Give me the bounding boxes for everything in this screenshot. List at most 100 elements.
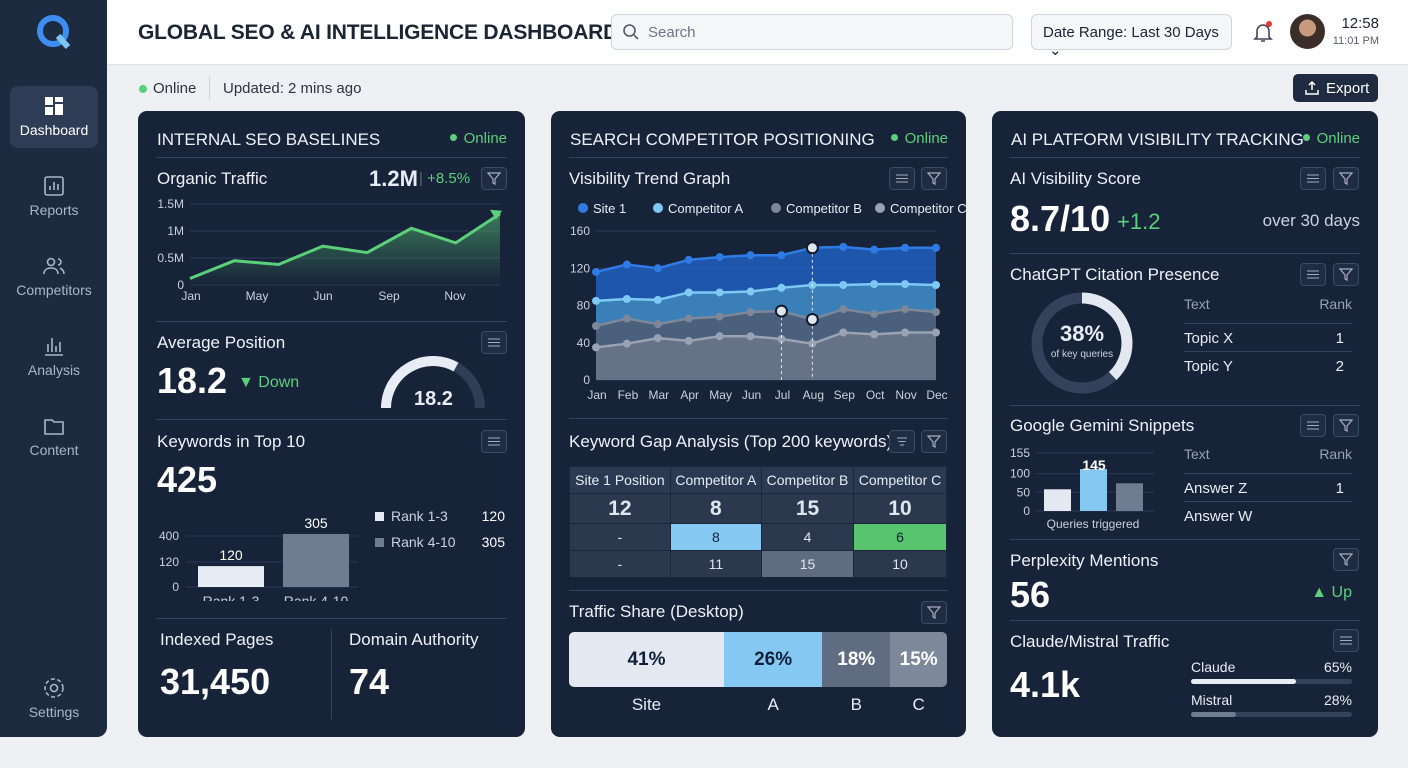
bell-icon[interactable] bbox=[1251, 20, 1275, 44]
settings-button[interactable] bbox=[889, 167, 915, 190]
table-row: Answer W bbox=[1184, 502, 1352, 530]
y-tick-label: 120 bbox=[159, 555, 179, 569]
table-row: -11 15 10 bbox=[569, 550, 947, 578]
settings-button[interactable] bbox=[1333, 629, 1359, 652]
x-tick-label: Feb bbox=[618, 388, 639, 402]
table-cell: 15 bbox=[760, 493, 855, 524]
online-badge: Online bbox=[450, 130, 507, 147]
share-label: Site bbox=[631, 695, 662, 714]
legend-label: Competitor A bbox=[668, 201, 743, 216]
sidebar-item-analysis[interactable]: Analysis bbox=[10, 326, 98, 388]
x-tick-label: Sep bbox=[834, 388, 856, 402]
date-range-dropdown[interactable]: Date Range: Last 30 Days ⌄ bbox=[1031, 14, 1232, 59]
y-tick-label: 1M bbox=[167, 224, 184, 238]
bar-chart-icon bbox=[45, 338, 63, 356]
legend-item: Rank 1-3 120 bbox=[375, 508, 505, 524]
perplexity-trend: ▲ Up bbox=[1311, 584, 1352, 601]
table-row: 12 8 15 10 bbox=[569, 493, 947, 524]
legend-label: Competitor C bbox=[890, 201, 966, 216]
filter-icon bbox=[1339, 553, 1353, 566]
avg-position-trend: ▼ Down bbox=[238, 374, 300, 391]
export-button[interactable]: Export bbox=[1293, 74, 1378, 102]
filter-icon bbox=[927, 172, 941, 185]
filter-button[interactable] bbox=[481, 167, 507, 190]
card-title: INTERNAL SEO BASELINES bbox=[157, 130, 381, 149]
settings-button[interactable] bbox=[1300, 414, 1326, 437]
table-cell: Answer Z bbox=[1184, 480, 1248, 497]
series-line bbox=[595, 331, 936, 349]
gemini-bar-chart: 0 50 100 155 145 Queries triggered bbox=[1010, 446, 1154, 531]
settings-button[interactable] bbox=[481, 430, 507, 453]
x-tick-label: Jan bbox=[181, 289, 200, 303]
organic-traffic-value: 1.2M bbox=[369, 166, 418, 191]
series-line bbox=[595, 245, 936, 274]
legend-marker bbox=[875, 203, 885, 213]
search-input[interactable]: Search bbox=[611, 14, 1013, 50]
filter-icon bbox=[1339, 268, 1353, 281]
settings-button[interactable] bbox=[481, 331, 507, 354]
x-tick-label: Rank 4-10 bbox=[284, 593, 349, 601]
x-tick-label: Aug bbox=[803, 388, 824, 402]
table-cell: - bbox=[569, 550, 671, 578]
legend-label: Site 1 bbox=[593, 201, 626, 216]
data-point bbox=[839, 305, 848, 314]
claude-mistral-value: 4.1k bbox=[1010, 664, 1081, 705]
competitor-card: SEARCH COMPETITOR POSITIONING Online Vis… bbox=[551, 111, 966, 737]
filter-button[interactable] bbox=[1333, 263, 1359, 286]
clock-sub: 11:01 PM bbox=[1332, 35, 1379, 47]
sidebar-item-settings[interactable]: Settings bbox=[10, 668, 98, 730]
table-cell: 8 bbox=[669, 493, 762, 524]
legend-item: Rank 4-10 305 bbox=[375, 534, 505, 550]
users-icon bbox=[43, 257, 65, 275]
filter-button[interactable] bbox=[921, 601, 947, 624]
avatar[interactable] bbox=[1290, 14, 1325, 49]
sidebar-item-content[interactable]: Content bbox=[10, 406, 98, 468]
settings-button[interactable] bbox=[889, 430, 915, 453]
chatgpt-donut bbox=[1031, 292, 1133, 394]
page-title: GLOBAL SEO & AI INTELLIGENCE DASHBOARD bbox=[138, 21, 619, 44]
filter-button[interactable] bbox=[1333, 167, 1359, 190]
filter-button[interactable] bbox=[1333, 414, 1359, 437]
filter-button[interactable] bbox=[1333, 548, 1359, 571]
filter-button[interactable] bbox=[921, 430, 947, 453]
x-tick-label: Apr bbox=[680, 388, 699, 402]
data-point bbox=[592, 296, 600, 305]
data-point bbox=[684, 314, 693, 323]
arrow-head bbox=[490, 209, 502, 220]
sidebar-item-reports[interactable]: Reports bbox=[10, 166, 98, 228]
date-range-label: Date Range: Last 30 Days bbox=[1043, 24, 1219, 41]
filter-icon bbox=[927, 606, 941, 619]
q-logo-icon bbox=[37, 15, 71, 50]
bar bbox=[1044, 489, 1071, 511]
y-tick-label: 0 bbox=[177, 278, 184, 292]
sidebar-item-label: Analysis bbox=[27, 362, 81, 378]
online-badge: Online bbox=[1303, 130, 1360, 147]
data-point bbox=[715, 332, 724, 341]
data-point bbox=[715, 288, 724, 297]
sidebar-item-competitors[interactable]: Competitors bbox=[10, 246, 98, 308]
data-point bbox=[870, 245, 879, 254]
table-cell: 11 bbox=[669, 550, 762, 578]
perplexity-value: 56 bbox=[1010, 574, 1051, 615]
internal-seo-card: INTERNAL SEO BASELINES Online Organic Tr… bbox=[138, 111, 525, 737]
data-point bbox=[901, 243, 910, 252]
settings-button[interactable] bbox=[1300, 263, 1326, 286]
gauge-value: 18.2 bbox=[414, 388, 453, 410]
share-label: C bbox=[912, 695, 925, 714]
traffic-share-title: Traffic Share (Desktop) bbox=[569, 602, 744, 621]
filter-button[interactable] bbox=[921, 167, 947, 190]
keywords-value: 425 bbox=[157, 459, 218, 500]
settings-button[interactable] bbox=[1300, 167, 1326, 190]
indexed-pages-label: Indexed Pages bbox=[160, 630, 274, 649]
y-tick-label: 0 bbox=[1023, 504, 1030, 518]
sidebar-item-dashboard[interactable]: Dashboard bbox=[10, 86, 98, 148]
y-tick-label: 155 bbox=[1010, 446, 1030, 460]
clock-time: 12:58 bbox=[1341, 15, 1379, 32]
y-tick-label: 120 bbox=[570, 261, 590, 275]
chatgpt-label: ChatGPT Citation Presence bbox=[1010, 265, 1220, 284]
keywords-bar-chart: 0 120 400 120 Rank 1-3 305 Rank 4-10 bbox=[159, 515, 358, 601]
data-point bbox=[870, 330, 879, 339]
traffic-share-bar: 41% 26% 18% 15% bbox=[569, 632, 947, 687]
x-tick-label: Sep bbox=[378, 289, 400, 303]
